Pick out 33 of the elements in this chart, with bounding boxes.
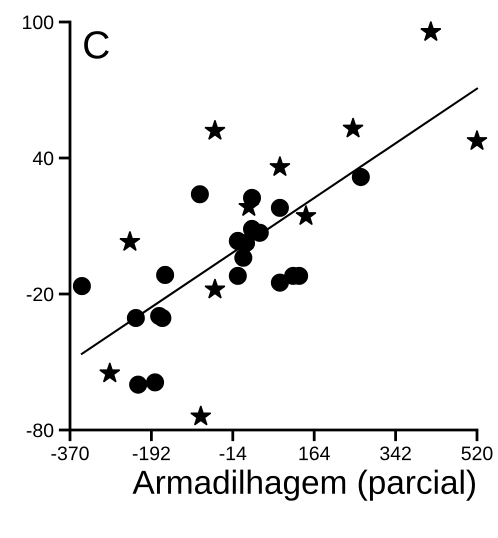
point [99, 362, 120, 382]
point [72, 277, 91, 296]
y-tick-label: 40 [32, 151, 54, 166]
point [126, 309, 145, 328]
point [342, 117, 364, 138]
x-tick-label: 164 [299, 446, 330, 460]
point [190, 405, 212, 426]
point [269, 156, 291, 176]
point [270, 198, 289, 217]
x-tick-label: 520 [462, 446, 492, 460]
y-tick-label: -20 [26, 287, 54, 302]
point [270, 274, 289, 292]
y-tick-label: -80 [26, 423, 54, 438]
annotation: C [84, 31, 109, 59]
point [295, 204, 317, 226]
point [190, 185, 209, 204]
point [420, 20, 442, 42]
point [204, 278, 226, 299]
x-tick-label: -14 [220, 446, 246, 460]
point [129, 376, 148, 394]
x-tick-label: -370 [51, 446, 89, 460]
point [119, 230, 141, 251]
point [466, 130, 488, 150]
x-tick-label: -192 [132, 446, 170, 460]
point [228, 266, 247, 285]
x-tick-label: 342 [380, 446, 411, 460]
y-tick-label: 100 [23, 15, 54, 30]
point [234, 248, 252, 267]
point [146, 373, 164, 392]
point [352, 168, 370, 186]
point [156, 266, 174, 284]
point [204, 120, 226, 140]
x-axis-title: Armadilhagem (parcial) [132, 470, 475, 501]
